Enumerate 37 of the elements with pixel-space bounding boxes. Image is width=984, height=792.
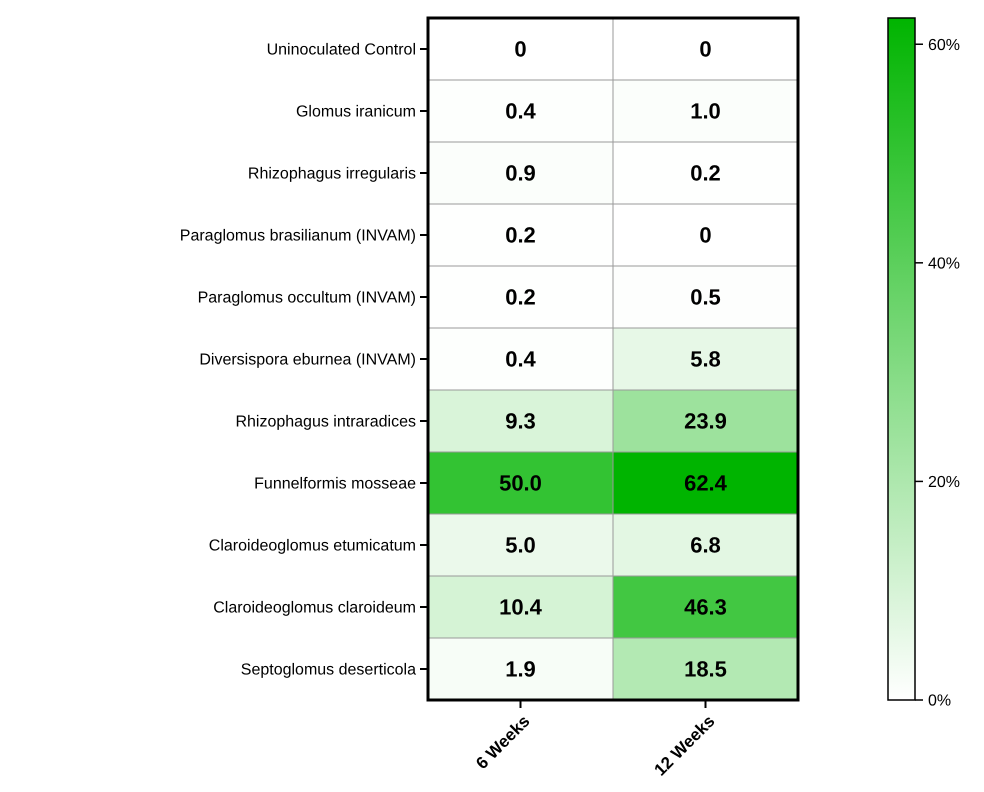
y-tick-label: Uninoculated Control (266, 42, 416, 59)
y-tick-label: Claroideoglomus etumicatum (208, 538, 416, 555)
data-label: 0.4 (505, 346, 537, 372)
y-tick-label: Septoglomus deserticola (240, 662, 416, 679)
color-bar-label: 20% (928, 474, 960, 492)
y-tick-label: Diversispora eburnea (INVAM) (199, 352, 416, 369)
y-tick-label: Glomus iranicum (296, 104, 416, 121)
data-label: 0.5 (690, 284, 721, 310)
color-bar-label: 40% (928, 255, 960, 272)
data-label: 18.5 (684, 656, 727, 682)
data-label: 0 (514, 36, 527, 62)
y-tick-label: Rhizophagus intraradices (235, 414, 416, 431)
data-label: 50.0 (499, 470, 542, 496)
data-label: 5.8 (690, 346, 721, 372)
data-label: 0.4 (505, 98, 537, 124)
color-bar-label: 60% (928, 36, 960, 54)
data-label: 0.2 (505, 284, 536, 310)
data-label: 0.9 (505, 160, 536, 186)
color-bar-label: 0% (928, 692, 952, 710)
data-label: 6.8 (690, 532, 721, 558)
y-tick-label: Rhizophagus irregularis (248, 166, 416, 183)
y-tick-label: Claroideoglomus claroideum (213, 600, 416, 617)
data-label: 0 (699, 36, 712, 62)
data-label: 0.2 (505, 222, 536, 248)
data-label: 9.3 (505, 408, 536, 434)
data-label: 46.3 (684, 594, 727, 620)
y-tick-label: Paraglomus occultum (INVAM) (198, 290, 416, 307)
data-label: 5.0 (505, 532, 536, 558)
data-label: 10.4 (499, 594, 543, 620)
y-tick-label: Paraglomus brasilianum (INVAM) (180, 228, 416, 245)
data-label: 0.2 (690, 160, 721, 186)
y-tick-label: Funnelformis mosseae (254, 476, 416, 493)
data-label: 23.9 (684, 408, 727, 434)
data-label: 1.9 (505, 656, 536, 682)
data-label: 0 (699, 222, 712, 248)
data-label: 1.0 (690, 98, 721, 124)
data-label: 62.4 (684, 470, 728, 496)
